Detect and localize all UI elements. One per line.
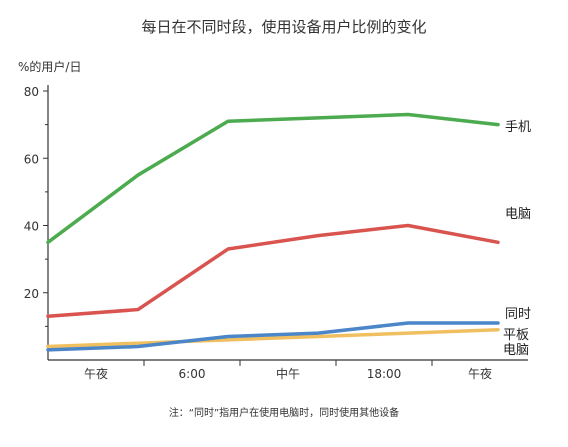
chart-footnote: 注：“同时”指用户在使用电脑时，同时使用其他设备 bbox=[168, 408, 400, 419]
y-tick-label: 20 bbox=[24, 287, 39, 301]
x-tick-label: 午夜 bbox=[84, 366, 108, 381]
x-tick-label: 6:00 bbox=[179, 367, 206, 381]
y-tick-label: 40 bbox=[24, 220, 39, 234]
series-label: 电脑 bbox=[505, 207, 531, 222]
series-label: 手机 bbox=[505, 120, 531, 135]
series-label: 平板 bbox=[503, 328, 529, 343]
series-line-1 bbox=[46, 223, 500, 319]
y-axis-label: %的用户/日 bbox=[18, 60, 82, 74]
y-tick-label: 60 bbox=[24, 152, 39, 166]
chart-title: 每日在不同时段，使用设备用户比例的变化 bbox=[141, 18, 427, 36]
series-label: 同时 bbox=[505, 307, 531, 322]
series-label: 电脑 bbox=[503, 343, 529, 358]
series-line-0 bbox=[46, 112, 500, 245]
series-line-2 bbox=[46, 321, 500, 352]
x-tick-label: 午夜 bbox=[468, 366, 492, 381]
y-tick-label: 80 bbox=[24, 85, 39, 99]
series-line-3 bbox=[46, 327, 500, 349]
x-tick-label: 中午 bbox=[276, 366, 300, 381]
x-tick-label: 18:00 bbox=[367, 367, 402, 381]
